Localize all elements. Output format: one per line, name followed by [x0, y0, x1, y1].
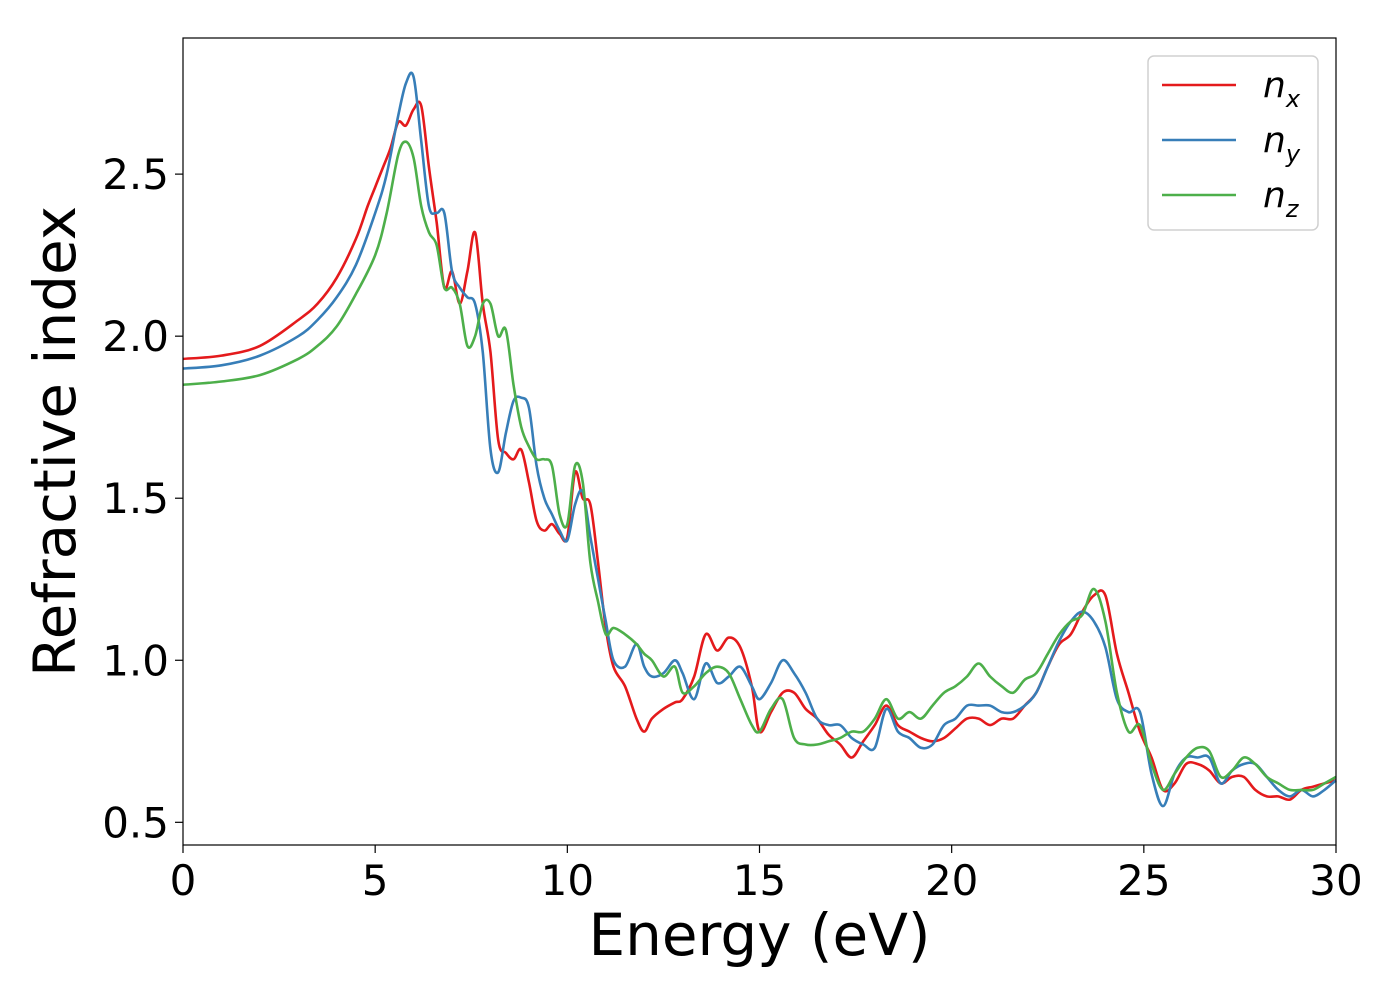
x-axis-label: Energy (eV) [588, 901, 930, 969]
y-tick-label: 1.5 [102, 474, 169, 523]
y-tick-label: 1.0 [102, 636, 169, 685]
legend-subscript: x [1285, 85, 1301, 113]
x-tick-label: 30 [1309, 856, 1362, 905]
series-line-ny [182, 71, 1337, 808]
x-tick-label: 5 [362, 856, 389, 905]
series-line-nz [182, 140, 1337, 792]
x-axis-ticks: 0 5 10 15 20 25 30 [170, 845, 1363, 905]
legend-subscript: z [1285, 195, 1300, 223]
plot-area [183, 38, 1336, 845]
y-tick-label: 2.5 [102, 150, 169, 199]
y-axis-label: Refractive index [21, 206, 89, 677]
series-layer [182, 71, 1337, 808]
y-axis-ticks: 0.5 1.0 1.5 2.0 2.5 [102, 150, 183, 847]
legend-box [1147, 55, 1319, 231]
x-tick-label: 25 [1117, 856, 1170, 905]
legend-subscript: y [1285, 140, 1301, 168]
y-tick-label: 2.0 [102, 312, 169, 361]
x-tick-label: 20 [925, 856, 978, 905]
y-tick-label: 0.5 [102, 798, 169, 847]
x-tick-label: 10 [541, 856, 594, 905]
x-tick-label: 15 [733, 856, 786, 905]
x-tick-label: 0 [170, 856, 197, 905]
